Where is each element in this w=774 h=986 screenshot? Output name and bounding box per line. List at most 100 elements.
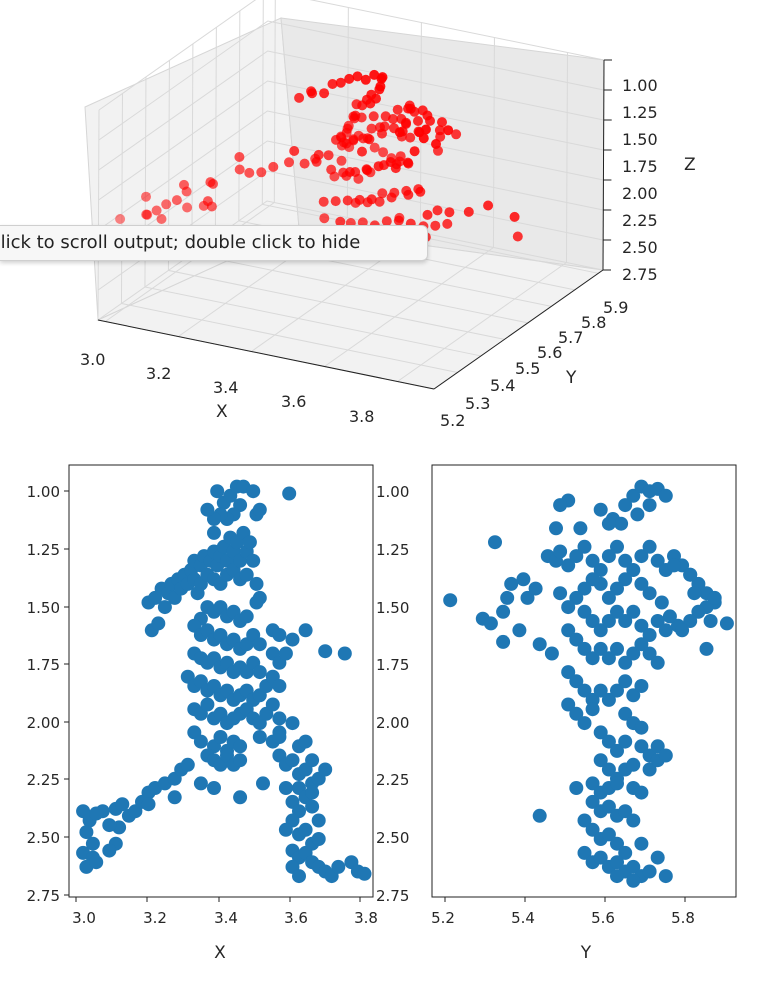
- xz-point-186: [278, 781, 293, 795]
- xyz-point-86: [451, 129, 462, 140]
- xyz-point-35: [360, 74, 371, 85]
- x-plot-ytick-5: 2.25: [27, 771, 60, 789]
- xyz-point-106: [344, 167, 355, 177]
- xyz-point-72: [368, 111, 379, 122]
- xyz-point-19: [256, 167, 267, 178]
- xz-point-212: [233, 790, 248, 805]
- xyz-point-102: [377, 188, 388, 199]
- y3d-tick-7: 5.9: [603, 298, 628, 317]
- scroll-output-tooltip[interactable]: Click to scroll output; double click to …: [0, 225, 428, 261]
- xz-point-85: [252, 502, 267, 517]
- xz-point-66: [242, 535, 257, 550]
- xyz-point-137: [463, 206, 474, 217]
- yz-point-63: [642, 628, 657, 642]
- xz-point-65: [239, 567, 254, 582]
- yz-point-12: [532, 637, 547, 652]
- yz-point-99: [634, 739, 649, 754]
- yz-point-142: [569, 781, 584, 795]
- xyz-point-40: [374, 84, 385, 95]
- y-tick-0: 5.2: [431, 909, 455, 927]
- yz-point-24: [601, 549, 616, 564]
- yz-point-30: [650, 553, 665, 568]
- grid-y-3: [167, 60, 505, 340]
- xyz-point-138: [483, 200, 494, 211]
- xz-point-182: [305, 753, 320, 768]
- yz-point-126: [610, 836, 624, 851]
- x3d-label: X: [216, 402, 228, 422]
- grid-z-4: [98, 110, 604, 231]
- xyz-point-126: [393, 215, 404, 226]
- x3d-tick-3: 3.6: [281, 392, 306, 411]
- xz-point-11: [115, 797, 130, 812]
- yz-point-2: [483, 616, 498, 631]
- xyz-point-141: [335, 216, 346, 227]
- y-plot-ytick-7: 2.75: [376, 887, 409, 905]
- yz-point-83: [601, 692, 616, 707]
- xyz-point-164: [418, 133, 429, 144]
- x3d-tick-0: 3.0: [80, 350, 105, 369]
- yz-point-122: [577, 813, 592, 828]
- yz-point-84: [610, 683, 624, 698]
- xz-point-153: [265, 697, 280, 712]
- yz-point-7: [516, 572, 531, 587]
- xyz-point-74: [392, 104, 403, 115]
- yz-point-160: [699, 641, 714, 656]
- yz-point-23: [593, 563, 608, 577]
- xyz-point-120: [354, 194, 365, 205]
- x-plot-ytick-1: 1.25: [27, 541, 60, 559]
- yz-point-141: [610, 869, 624, 884]
- xyz-point-2: [142, 209, 153, 220]
- y3d-tick-0: 5.2: [440, 411, 465, 430]
- xyz-point-135: [432, 205, 443, 216]
- yz-point-47: [610, 581, 624, 596]
- yz-point-75: [634, 637, 649, 652]
- grid-y-6: [238, 10, 575, 291]
- yz-point-72: [610, 641, 624, 656]
- yz-point-155: [601, 516, 616, 531]
- yz-point-20: [569, 549, 584, 564]
- xyz-point-0: [115, 214, 126, 224]
- xz-point-134: [278, 646, 293, 661]
- yz-point-67: [569, 632, 584, 647]
- points-y: [443, 479, 734, 888]
- yz-point-102: [593, 753, 608, 768]
- axis3d-x-ticks: 3.0 3.2 3.4 3.6 3.8: [80, 350, 374, 426]
- xyz-point-133: [430, 220, 441, 231]
- yz-point-76: [642, 646, 657, 661]
- xz-point-26: [141, 797, 156, 812]
- yz-point-90: [577, 716, 592, 731]
- yz-point-94: [634, 720, 649, 735]
- yz-point-151: [658, 488, 673, 503]
- xyz-point-161: [443, 125, 454, 136]
- xyz-point-144: [348, 135, 359, 146]
- grid-z-1: [98, 20, 604, 141]
- xyz-point-142: [319, 213, 330, 224]
- yz-point-53: [561, 600, 576, 615]
- xyz-point-101: [402, 157, 413, 168]
- xz-point-167: [233, 753, 248, 768]
- xyz-point-134: [442, 218, 453, 229]
- xz-point-205: [331, 859, 346, 874]
- xz-point-82: [207, 525, 221, 540]
- yz-point-153: [630, 507, 645, 522]
- xyz-point-95: [326, 164, 337, 175]
- xz-point-93: [239, 609, 254, 624]
- xyz-point-7: [171, 195, 182, 206]
- x3d-tick-4: 3.8: [349, 407, 374, 426]
- xyz-point-115: [415, 186, 426, 197]
- plot-x: 3.0 3.2 3.4 3.6 3.8 X 1.00 1.25 1.50 1.7…: [27, 464, 378, 963]
- yz-point-162: [687, 586, 702, 601]
- yz-point-25: [610, 539, 624, 554]
- xyz-point-66: [369, 142, 380, 153]
- z3d-tick-6: 2.50: [622, 238, 658, 257]
- yz-point-56: [585, 614, 600, 628]
- y-plot-ytick-6: 2.50: [376, 829, 409, 847]
- yz-point-144: [593, 502, 608, 517]
- yz-point-107: [642, 762, 657, 777]
- z3d-tick-3: 1.75: [622, 157, 658, 176]
- xz-point-185: [305, 785, 320, 800]
- yz-point-55: [577, 604, 592, 619]
- x-tick-2: 3.4: [214, 909, 238, 927]
- yz-point-50: [585, 572, 600, 587]
- yz-point-5: [504, 576, 519, 591]
